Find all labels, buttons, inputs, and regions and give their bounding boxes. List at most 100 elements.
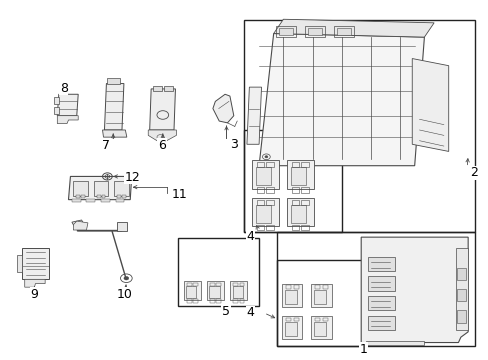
Polygon shape — [72, 220, 85, 228]
Text: 1: 1 — [359, 343, 367, 356]
Bar — [256, 162, 264, 167]
Polygon shape — [104, 84, 123, 130]
Text: 8: 8 — [60, 82, 67, 95]
Bar — [256, 225, 264, 230]
Bar — [164, 86, 173, 91]
Bar — [323, 318, 327, 321]
Text: 9: 9 — [30, 288, 39, 301]
Bar — [277, 260, 362, 346]
Bar — [293, 318, 298, 321]
Polygon shape — [206, 281, 224, 300]
Bar — [94, 181, 108, 196]
Bar — [178, 238, 258, 306]
Bar — [291, 200, 298, 205]
Text: 2: 2 — [469, 166, 477, 179]
Bar — [301, 187, 308, 193]
Polygon shape — [148, 130, 176, 141]
Bar — [301, 162, 308, 167]
Bar — [285, 318, 290, 321]
Polygon shape — [73, 221, 88, 230]
Text: 12: 12 — [124, 171, 141, 184]
Bar — [336, 28, 351, 35]
Bar — [293, 285, 298, 289]
Bar — [186, 299, 191, 303]
Polygon shape — [22, 248, 49, 279]
Polygon shape — [212, 94, 233, 123]
Bar — [239, 283, 244, 286]
Polygon shape — [313, 322, 325, 336]
Bar — [186, 283, 191, 286]
Bar — [122, 195, 125, 198]
Polygon shape — [18, 255, 22, 272]
Bar — [457, 310, 465, 323]
Bar — [243, 20, 474, 232]
Bar — [209, 283, 214, 286]
Bar — [368, 257, 394, 271]
Text: 10: 10 — [116, 288, 132, 301]
Bar — [314, 285, 319, 289]
Bar — [285, 285, 290, 289]
Polygon shape — [255, 205, 271, 223]
Polygon shape — [286, 198, 313, 226]
Polygon shape — [25, 279, 45, 287]
Polygon shape — [411, 59, 448, 152]
Bar — [323, 285, 327, 289]
Polygon shape — [186, 286, 196, 297]
Bar — [301, 225, 308, 230]
Bar — [266, 162, 273, 167]
Bar — [266, 187, 273, 193]
Bar — [117, 195, 121, 198]
Polygon shape — [361, 237, 467, 342]
Bar — [266, 225, 273, 230]
Polygon shape — [282, 284, 302, 307]
Text: 6: 6 — [158, 139, 165, 152]
Bar — [216, 299, 221, 303]
Bar — [291, 225, 298, 230]
Bar — [117, 222, 126, 231]
Bar — [233, 283, 238, 286]
Bar — [72, 199, 81, 202]
Bar — [153, 86, 162, 91]
Polygon shape — [455, 248, 467, 330]
Polygon shape — [251, 198, 278, 226]
Polygon shape — [251, 160, 278, 189]
Bar — [307, 28, 322, 35]
Polygon shape — [290, 167, 305, 185]
Polygon shape — [285, 322, 296, 336]
Bar — [366, 341, 424, 345]
Polygon shape — [232, 286, 243, 297]
Circle shape — [123, 276, 128, 280]
Bar — [97, 195, 101, 198]
Bar — [73, 181, 88, 196]
Polygon shape — [149, 89, 175, 130]
Bar — [102, 195, 105, 198]
Bar — [368, 316, 394, 330]
Polygon shape — [310, 284, 331, 307]
Bar — [301, 200, 308, 205]
Polygon shape — [209, 286, 219, 297]
Bar — [239, 299, 244, 303]
Bar — [266, 200, 273, 205]
Polygon shape — [68, 176, 131, 200]
Bar — [116, 199, 124, 202]
Bar — [244, 130, 341, 232]
Bar — [216, 283, 221, 286]
Bar — [101, 199, 110, 202]
Polygon shape — [255, 167, 271, 185]
Polygon shape — [54, 107, 59, 114]
Bar — [233, 299, 238, 303]
Polygon shape — [54, 97, 59, 104]
Bar — [314, 318, 319, 321]
Text: 4: 4 — [246, 230, 254, 243]
Bar — [276, 26, 295, 37]
Polygon shape — [230, 281, 247, 300]
Text: 11: 11 — [171, 188, 187, 201]
Text: 7: 7 — [102, 139, 110, 152]
Bar — [86, 199, 95, 202]
Bar — [277, 232, 474, 346]
Polygon shape — [183, 281, 201, 300]
Polygon shape — [310, 316, 331, 339]
Bar — [291, 187, 298, 193]
Polygon shape — [286, 160, 313, 189]
Text: 4: 4 — [246, 306, 254, 319]
